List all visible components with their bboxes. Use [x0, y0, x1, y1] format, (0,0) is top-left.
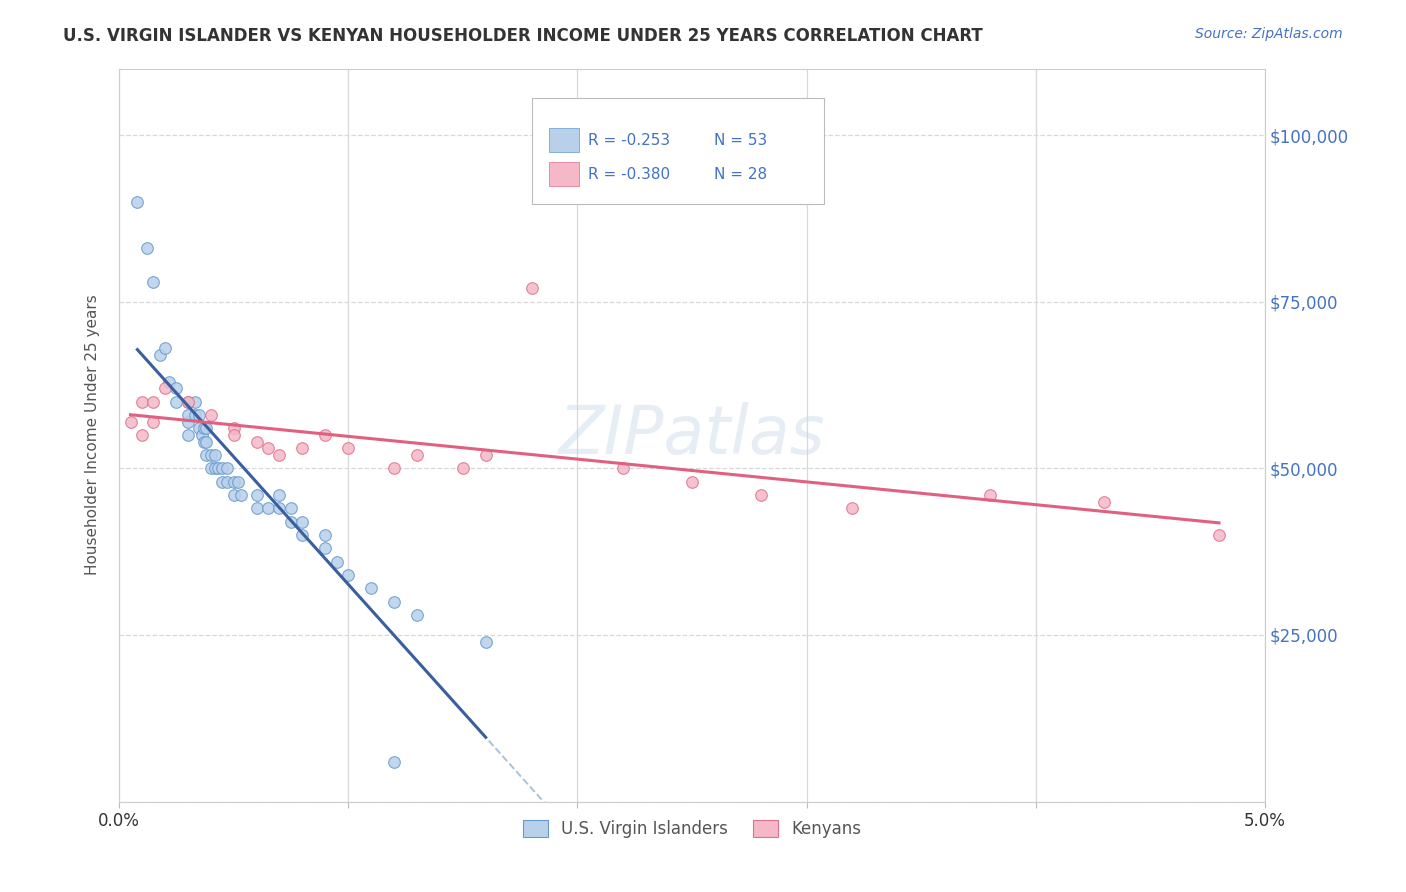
Point [177, 415, 200, 429]
Point [326, 555, 349, 569]
Point [841, 501, 863, 516]
Point [979, 488, 1001, 502]
Point [183, 408, 205, 422]
Y-axis label: Householder Income Under 25 years: Householder Income Under 25 years [86, 294, 100, 575]
Text: R = -0.253: R = -0.253 [588, 133, 669, 148]
Point [190, 428, 212, 442]
Point [406, 448, 429, 462]
Point [193, 434, 215, 449]
Text: ZIPatlas: ZIPatlas [558, 402, 825, 468]
Point [149, 348, 172, 362]
Point [207, 461, 229, 475]
Point [153, 342, 176, 356]
Point [177, 428, 200, 442]
Point [382, 594, 405, 608]
Point [1208, 528, 1230, 542]
Point [257, 501, 280, 516]
Point [520, 281, 543, 295]
Point [245, 501, 267, 516]
Point [291, 442, 314, 456]
Point [165, 394, 187, 409]
Point [681, 475, 703, 489]
Point [222, 488, 245, 502]
Point [177, 408, 200, 422]
Point [215, 461, 238, 475]
Point [177, 394, 200, 409]
Point [612, 461, 634, 475]
Point [222, 428, 245, 442]
Point [222, 475, 245, 489]
Point [337, 442, 360, 456]
Point [474, 448, 496, 462]
Point [131, 394, 153, 409]
Point [222, 421, 245, 435]
Legend: U.S. Virgin Islanders, Kenyans: U.S. Virgin Islanders, Kenyans [516, 813, 868, 845]
Point [142, 415, 165, 429]
FancyBboxPatch shape [548, 128, 578, 153]
Point [204, 461, 226, 475]
Point [269, 501, 291, 516]
Point [229, 488, 252, 502]
Point [211, 475, 233, 489]
Point [474, 634, 496, 648]
Point [159, 375, 181, 389]
FancyBboxPatch shape [531, 98, 824, 204]
Point [360, 582, 382, 596]
Point [188, 421, 211, 435]
FancyBboxPatch shape [548, 162, 578, 186]
Point [314, 528, 336, 542]
Point [291, 528, 314, 542]
Point [127, 194, 149, 209]
Text: U.S. VIRGIN ISLANDER VS KENYAN HOUSEHOLDER INCOME UNDER 25 YEARS CORRELATION CHA: U.S. VIRGIN ISLANDER VS KENYAN HOUSEHOLD… [63, 27, 983, 45]
Point [177, 394, 200, 409]
Point [1094, 494, 1116, 508]
Point [245, 488, 267, 502]
Point [314, 541, 336, 556]
Point [183, 394, 205, 409]
Point [451, 461, 474, 475]
Point [245, 434, 267, 449]
Point [291, 515, 314, 529]
Point [314, 428, 336, 442]
Point [280, 515, 302, 529]
Point [204, 448, 226, 462]
Point [188, 408, 211, 422]
Text: N = 28: N = 28 [714, 167, 766, 182]
Point [135, 242, 157, 256]
Point [226, 475, 249, 489]
Point [153, 381, 176, 395]
Point [200, 448, 222, 462]
Point [382, 755, 405, 769]
Point [257, 442, 280, 456]
Point [211, 461, 233, 475]
Point [195, 421, 218, 435]
Point [142, 394, 165, 409]
Text: Source: ZipAtlas.com: Source: ZipAtlas.com [1195, 27, 1343, 41]
Point [193, 421, 215, 435]
Point [131, 428, 153, 442]
Point [269, 488, 291, 502]
Point [269, 448, 291, 462]
Point [200, 408, 222, 422]
Point [165, 381, 187, 395]
Point [337, 568, 360, 582]
Text: R = -0.380: R = -0.380 [588, 167, 669, 182]
Point [200, 461, 222, 475]
Point [215, 475, 238, 489]
Point [120, 415, 142, 429]
Point [382, 461, 405, 475]
Point [142, 275, 165, 289]
Point [195, 434, 218, 449]
Point [749, 488, 772, 502]
Point [280, 501, 302, 516]
Point [195, 448, 218, 462]
Point [406, 607, 429, 622]
Text: N = 53: N = 53 [714, 133, 766, 148]
